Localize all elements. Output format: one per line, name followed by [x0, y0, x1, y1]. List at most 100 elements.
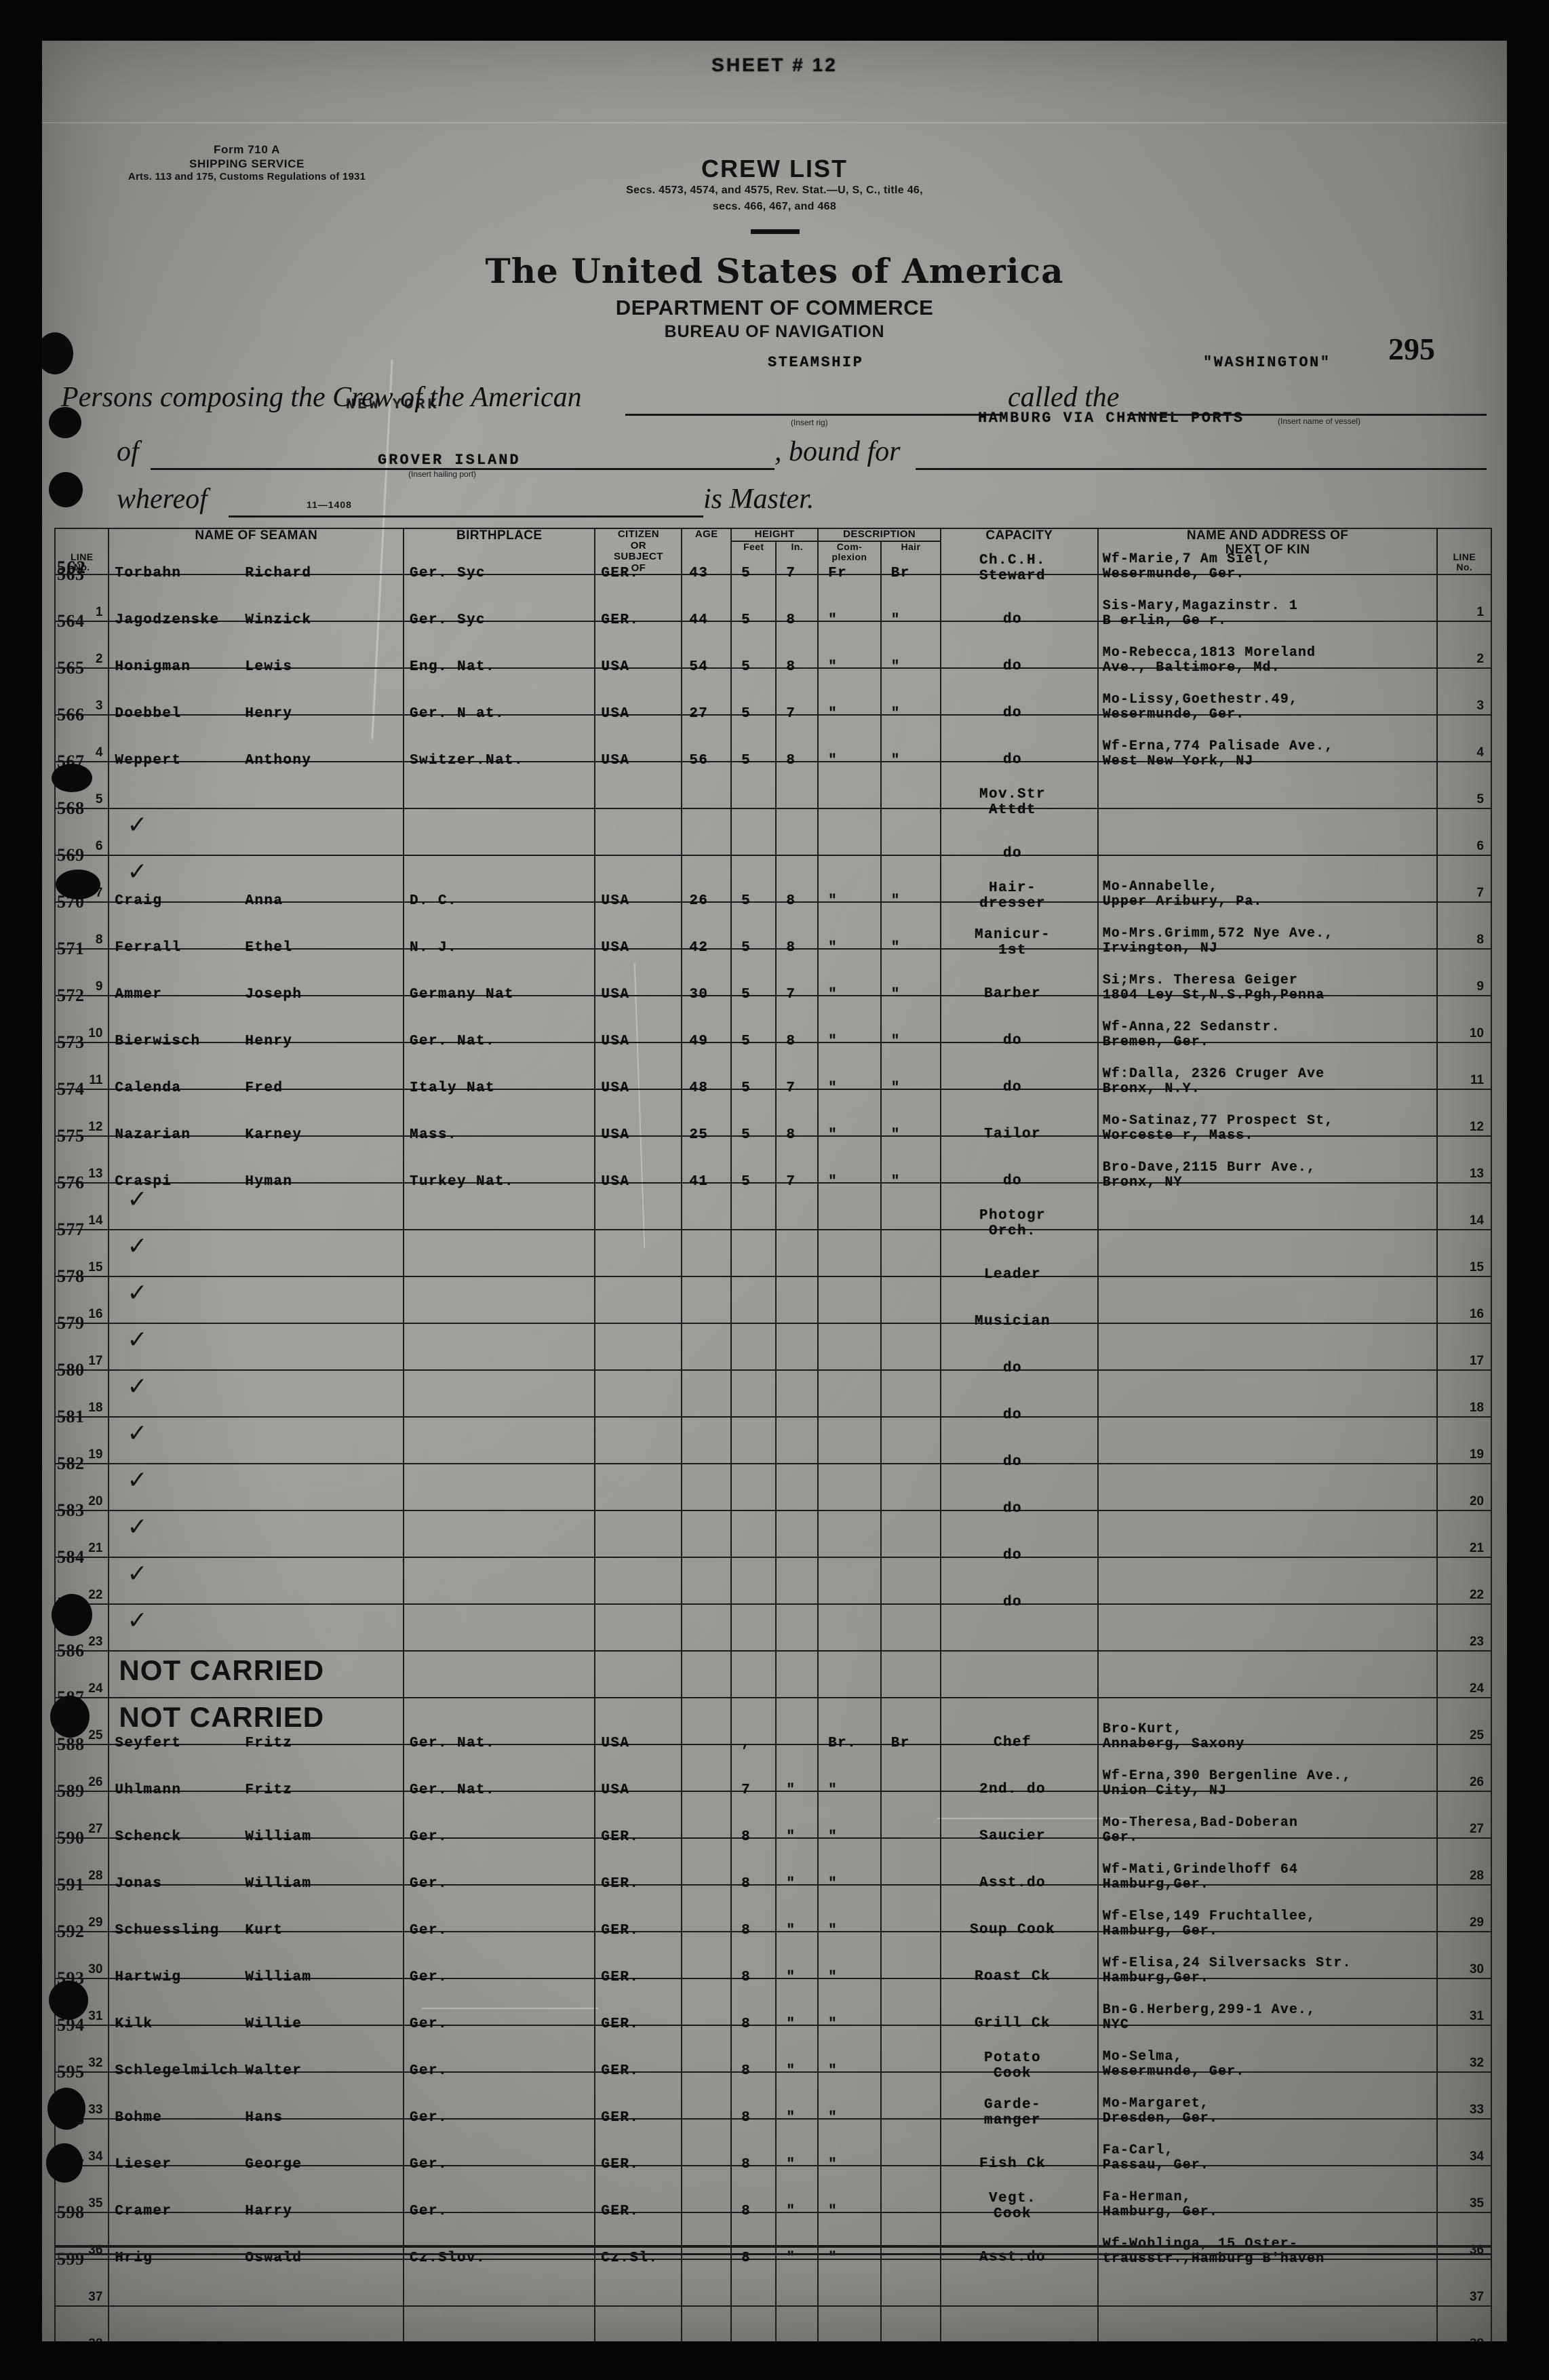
cell-height-feet[interactable]	[730, 2305, 777, 2341]
cell-complexion[interactable]: "	[817, 987, 882, 1043]
cell-height-inches[interactable]: 8	[775, 940, 819, 996]
cell-name-of-seaman[interactable]: Craig Anna	[108, 893, 405, 950]
cell-birthplace[interactable]: Ger. Nat.	[403, 1736, 596, 1792]
cell-citizen-subject-of[interactable]	[594, 2305, 683, 2341]
cell-height-feet[interactable]	[730, 1276, 777, 1324]
cell-height-inches[interactable]	[775, 1744, 819, 1792]
cell-height-inches[interactable]	[775, 1557, 819, 1605]
cell-capacity[interactable]: do	[940, 1595, 1099, 1652]
cell-height-inches[interactable]: "	[775, 1923, 819, 1979]
cell-next-of-kin[interactable]: Wf-Anna,22 Sedanstr. Bremen, Ger.	[1097, 1020, 1438, 1090]
table-row[interactable]: 569 7 ✓ do 7	[54, 845, 1492, 903]
cell-hair[interactable]	[880, 2165, 942, 2213]
cell-age[interactable]	[681, 1697, 732, 1745]
cell-complexion[interactable]: "	[817, 1970, 882, 2026]
cell-complexion[interactable]: "	[817, 659, 882, 716]
cell-birthplace[interactable]	[403, 808, 596, 856]
cell-citizen-subject-of[interactable]	[594, 1369, 683, 1418]
table-row[interactable]: 586 24 NOT CARRIED 24	[54, 1641, 1492, 1698]
cell-next-of-kin[interactable]	[1097, 1603, 1438, 1652]
cell-capacity[interactable]: Vegt. Cook	[940, 2191, 1099, 2260]
cell-citizen-subject-of[interactable]	[594, 855, 683, 903]
cell-height-feet[interactable]: 5	[730, 893, 777, 950]
cell-age[interactable]: 27	[681, 706, 732, 762]
cell-hair[interactable]	[880, 1603, 942, 1652]
cell-birthplace[interactable]: Ger. N at.	[403, 706, 596, 762]
table-row[interactable]: 574 12 Calenda Fred Italy Nat USA 48 5 7 " " do Wf:D…	[54, 1067, 1492, 1137]
cell-height-inches[interactable]	[775, 2305, 819, 2341]
cell-age[interactable]: 41	[681, 1174, 732, 1230]
cell-height-inches[interactable]	[775, 1463, 819, 1511]
cell-capacity[interactable]: Roast Ck	[940, 1969, 1099, 2026]
cell-height-feet[interactable]	[730, 1416, 777, 1464]
cell-height-inches[interactable]	[775, 1276, 819, 1324]
cell-complexion[interactable]	[817, 855, 882, 903]
cell-birthplace[interactable]: Switzer.Nat.	[403, 753, 596, 809]
cell-name-of-seaman[interactable]: Schenck William	[108, 1829, 405, 1886]
cell-name-of-seaman[interactable]: ✓	[108, 1557, 405, 1605]
cell-next-of-kin[interactable]: Mo-Annabelle, Upper Aribury, Pa.	[1097, 880, 1438, 950]
cell-name-of-seaman[interactable]: ✓	[108, 1463, 405, 1511]
cell-age[interactable]: 49	[681, 1034, 732, 1090]
cell-height-feet[interactable]: 5	[730, 659, 777, 716]
cell-name-of-seaman[interactable]: Jonas William	[108, 1876, 405, 1932]
cell-height-feet[interactable]: 8	[730, 2063, 777, 2120]
cell-age[interactable]	[681, 1416, 732, 1464]
cell-capacity[interactable]: Barber	[940, 986, 1099, 1043]
cell-next-of-kin[interactable]: Mo-Mrs.Grimm,572 Nye Ave., Irvington, NJ	[1097, 926, 1438, 996]
cell-age[interactable]	[681, 808, 732, 856]
cell-age[interactable]	[681, 2025, 732, 2073]
cell-next-of-kin[interactable]: Wf-Erna,774 Palisade Ave., West New York,…	[1097, 739, 1438, 809]
cell-height-feet[interactable]: 5	[730, 612, 777, 669]
cell-age[interactable]: 54	[681, 659, 732, 716]
cell-complexion[interactable]: "	[817, 1782, 882, 1839]
cell-complexion[interactable]: "	[817, 2204, 882, 2260]
cell-hair[interactable]: "	[880, 1127, 942, 1184]
cell-height-inches[interactable]	[775, 855, 819, 903]
cell-hair[interactable]: "	[880, 659, 942, 716]
table-row[interactable]: 566 4 Doebbel Henry Ger. N at. USA 27 5 7 " " do Mo-…	[54, 692, 1492, 762]
cell-name-of-seaman[interactable]: ✓	[108, 1323, 405, 1371]
cell-height-inches[interactable]	[775, 1603, 819, 1652]
cell-next-of-kin[interactable]	[1097, 1416, 1438, 1464]
cell-citizen-subject-of[interactable]: USA	[594, 753, 683, 809]
cell-next-of-kin[interactable]: Fa-Herman, Hamburg, Ger.	[1097, 2190, 1438, 2260]
cell-birthplace[interactable]: Ger.	[403, 2016, 596, 2073]
cell-next-of-kin[interactable]	[1097, 1510, 1438, 1558]
cell-next-of-kin[interactable]: Mo-Satinaz,77 Prospect St, Worceste r, Ma…	[1097, 1114, 1438, 1184]
table-row[interactable]: 575 13 Nazarian Karney Mass. USA 25 5 8 " " Tailor M…	[54, 1114, 1492, 1184]
cell-capacity[interactable]: Manicur- 1st	[940, 927, 1099, 996]
cell-hair[interactable]	[880, 1369, 942, 1418]
cell-height-feet[interactable]	[730, 1229, 777, 1277]
cell-citizen-subject-of[interactable]: GER.	[594, 612, 683, 669]
cell-citizen-subject-of[interactable]: USA	[594, 1174, 683, 1230]
cell-capacity[interactable]: do	[940, 1361, 1099, 1418]
cell-birthplace[interactable]: Italy Nat	[403, 1080, 596, 1137]
cell-hair[interactable]: "	[880, 1034, 942, 1090]
cell-hair[interactable]	[880, 1884, 942, 1932]
cell-capacity[interactable]: Mov.Str Attdt	[940, 787, 1099, 856]
cell-name-of-seaman[interactable]: Schlegelmilch Walter	[108, 2063, 405, 2120]
cell-hair[interactable]	[880, 808, 942, 856]
cell-age[interactable]	[681, 2165, 732, 2213]
cell-next-of-kin[interactable]	[1097, 1650, 1438, 1698]
cell-complexion[interactable]	[817, 1510, 882, 1558]
cell-birthplace[interactable]: Ger.	[403, 1829, 596, 1886]
cell-height-inches[interactable]: 8	[775, 753, 819, 809]
cell-name-of-seaman[interactable]: Hrig Oswald	[108, 2250, 405, 2307]
cell-birthplace[interactable]: Mass.	[403, 1127, 596, 1184]
cell-citizen-subject-of[interactable]: USA	[594, 940, 683, 996]
cell-age[interactable]	[681, 2305, 732, 2341]
cell-name-of-seaman[interactable]: ✓	[108, 1510, 405, 1558]
cell-citizen-subject-of[interactable]: GER.	[594, 1829, 683, 1886]
cell-height-inches[interactable]	[775, 808, 819, 856]
cell-hair[interactable]	[880, 2259, 942, 2307]
cell-hair[interactable]	[880, 1463, 942, 1511]
cell-capacity[interactable]: 2nd. do	[940, 1782, 1099, 1839]
cell-height-feet[interactable]	[730, 855, 777, 903]
table-row[interactable]: 591 29 Jonas William Ger. GER. 8 " " Asst.do Wf-Ma…	[54, 1862, 1492, 1932]
cell-next-of-kin[interactable]: Mo-Selma, Wesermunde, Ger.	[1097, 2050, 1438, 2120]
table-row[interactable]: 599 37 Hrig Oswald Cz.Slov. Cz.Sl. 8 " " Asst.do W…	[54, 2237, 1492, 2307]
cell-name-of-seaman[interactable]: Ammer Joseph	[108, 987, 405, 1043]
cell-birthplace[interactable]: Ger.	[403, 2110, 596, 2166]
